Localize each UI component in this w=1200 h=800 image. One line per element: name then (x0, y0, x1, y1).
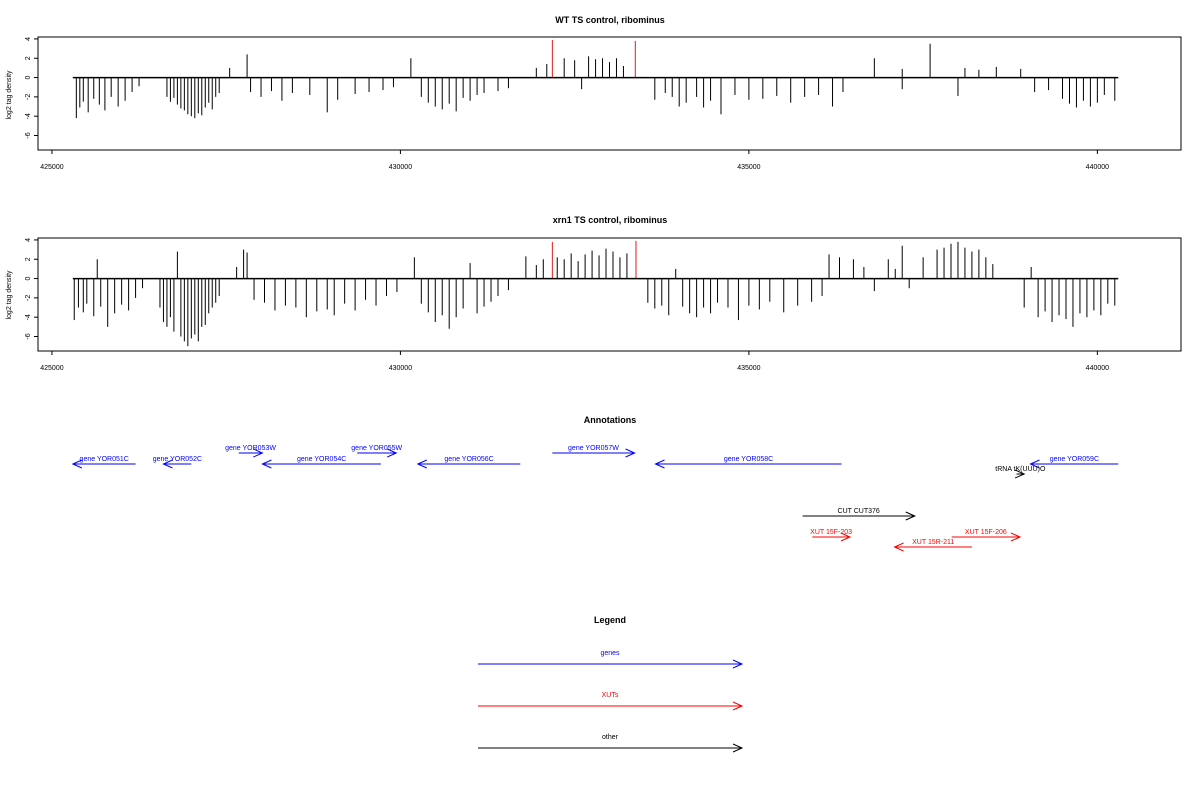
feature-arrow (238, 448, 264, 458)
legend-arrow (478, 743, 744, 753)
feature-label: XUT 15R-211 (912, 539, 954, 546)
x-tick-label: 440000 (1086, 365, 1109, 372)
feature-label: XUT 15F-203 (810, 529, 852, 536)
y-tick-label: -4 (25, 314, 32, 320)
y-tick-label: 4 (25, 238, 32, 242)
panel-xrn1-bars (73, 240, 1116, 347)
y-tick-label: -2 (25, 295, 32, 301)
panel-wt-bars (75, 39, 1116, 119)
feature-arrow (552, 448, 636, 458)
feature-label: gene YOR058C (724, 456, 773, 463)
panel-wt-y-axis: 4 2 0 -2 -4 -6 (25, 37, 38, 139)
annotation-features: gene YOR051C gene YOR052C gene YOR053W gene… (71, 445, 1119, 552)
legend-title: Legend (594, 615, 626, 625)
feature-arrow (71, 459, 136, 469)
legend-arrow (478, 701, 744, 711)
feature-label: gene YOR054C (297, 456, 346, 463)
panel-wt-title: WT TS control, ribominus (555, 15, 665, 25)
legend-items: genes XUTs other (478, 650, 744, 753)
panel-xrn1-x-axis: 425000 430000 435000 440000 (40, 351, 1109, 372)
y-tick-label: 2 (25, 56, 32, 60)
panel-xrn1-title: xrn1 TS control, ribominus (553, 215, 668, 225)
feature-arrow (1029, 459, 1119, 469)
feature-label: gene YOR056C (444, 456, 493, 463)
y-tick-label: 0 (25, 277, 32, 281)
feature-label: gene YOR053W (225, 445, 276, 452)
x-tick-label: 430000 (389, 164, 412, 171)
y-tick-label: -6 (25, 132, 32, 138)
feature-arrow (416, 459, 521, 469)
feature-arrow (802, 511, 916, 521)
panel-wt-x-axis: 425000 430000 435000 440000 (40, 150, 1109, 171)
feature-arrow (654, 459, 842, 469)
feature-arrow (357, 448, 398, 458)
panel-xrn1-ylabel: log2 tag density (6, 270, 13, 320)
y-tick-label: 2 (25, 257, 32, 261)
feature-arrow (162, 459, 192, 469)
legend: Legend genes XUTs other (478, 615, 744, 753)
feature-label: XUT 15F-206 (965, 529, 1007, 536)
panel-xrn1-frame (37, 237, 1182, 352)
feature-label: CUT CUT376 (838, 508, 880, 515)
feature-label: gene YOR057W (568, 445, 619, 452)
legend-arrow (478, 659, 744, 669)
feature-label: tRNA tK(UUU)O (995, 466, 1046, 473)
legend-label: XUTs (602, 692, 619, 699)
panel-wt: WT TS control, ribominus log2 tag densit… (6, 15, 1182, 171)
feature-label: gene YOR055W (351, 445, 402, 452)
feature-label: gene YOR059C (1050, 456, 1099, 463)
annotations-title: Annotations (584, 415, 637, 425)
legend-label: genes (600, 650, 620, 657)
annotations-track: Annotations gene YOR051C gene YOR052Cgene… (71, 415, 1119, 552)
feature-arrow (893, 542, 972, 552)
feature-label: gene YOR052C (153, 456, 202, 463)
feature-arrow (951, 532, 1022, 542)
feature-arrow (812, 532, 852, 542)
y-tick-label: 0 (25, 76, 32, 80)
y-tick-label: -4 (25, 113, 32, 119)
y-tick-label: -2 (25, 94, 32, 100)
legend-label: other (602, 734, 619, 741)
x-tick-label: 440000 (1086, 164, 1109, 171)
panel-xrn1-y-axis: 4 2 0 -2 -4 -6 (25, 238, 38, 340)
panel-wt-ylabel: log2 tag density (6, 70, 13, 120)
y-tick-label: -6 (25, 333, 32, 339)
panel-wt-frame (37, 36, 1182, 151)
feature-arrow (261, 459, 381, 469)
x-tick-label: 425000 (40, 365, 63, 372)
feature-label: gene YOR051C (80, 456, 129, 463)
feature-arrow (1014, 469, 1026, 479)
x-tick-label: 435000 (737, 365, 760, 372)
x-tick-label: 425000 (40, 164, 63, 171)
panel-xrn1: xrn1 TS control, ribominus log2 tag dens… (6, 215, 1182, 372)
x-tick-label: 430000 (389, 365, 412, 372)
x-tick-label: 435000 (737, 164, 760, 171)
y-tick-label: 4 (25, 37, 32, 41)
